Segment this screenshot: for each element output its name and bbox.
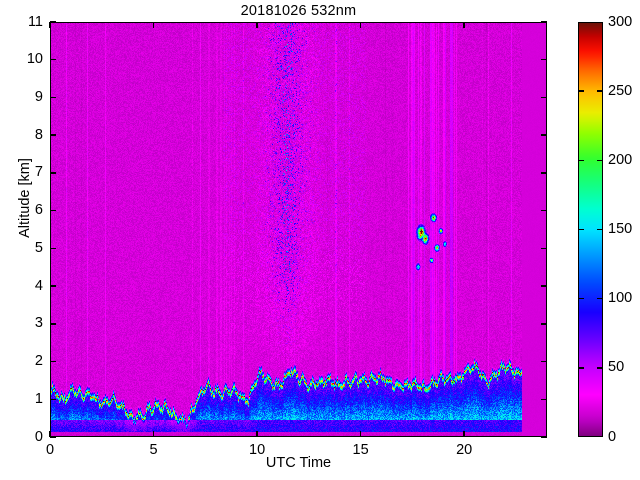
- x-tick-label: 10: [249, 442, 266, 458]
- colorbar-tick-label: 150: [608, 221, 633, 237]
- colorbar-tick-mark: [597, 90, 603, 92]
- x-axis-label: UTC Time: [265, 455, 332, 471]
- y-tick-mark: [50, 285, 56, 287]
- x-tick-mark: [49, 431, 51, 437]
- y-tick-label: 7: [34, 164, 43, 181]
- heatmap-canvas: [51, 23, 546, 436]
- colorbar-tick-label: 100: [608, 290, 633, 307]
- x-tick-label: 0: [45, 442, 55, 458]
- y-tick-mark: [50, 360, 56, 363]
- y-tick-mark: [50, 172, 56, 174]
- y-tick-mark-right: [541, 323, 547, 325]
- y-tick-mark-right: [541, 59, 547, 61]
- y-tick-mark-right: [541, 21, 547, 23]
- y-tick-mark: [50, 209, 56, 212]
- y-tick-label: 0: [34, 428, 43, 445]
- x-tick-label: 5: [149, 442, 158, 458]
- y-tick-label: 10: [26, 51, 43, 68]
- y-tick-mark-right: [541, 134, 547, 136]
- y-tick-mark-right: [541, 209, 547, 212]
- y-tick-mark: [50, 436, 56, 438]
- colorbar-tick-mark: [578, 297, 584, 300]
- y-tick-mark-right: [541, 285, 547, 287]
- x-tick-label: 20: [456, 442, 473, 458]
- colorbar-tick-mark: [597, 367, 603, 369]
- y-tick-label: 1: [34, 390, 43, 407]
- colorbar-tick-label: 250: [608, 82, 633, 99]
- colorbar-tick-mark: [578, 159, 584, 162]
- x-tick-mark-top: [152, 22, 155, 28]
- colorbar-tick-label: 50: [608, 359, 625, 376]
- y-tick-label: 4: [34, 277, 43, 294]
- x-tick-mark: [152, 431, 155, 437]
- y-tick-label: 2: [34, 353, 43, 370]
- y-tick-mark: [50, 21, 56, 23]
- x-tick-mark: [359, 431, 362, 437]
- colorbar-tick-label: 200: [608, 151, 633, 168]
- y-tick-mark-right: [541, 247, 547, 250]
- y-tick-mark-right: [541, 96, 547, 99]
- y-tick-label: 11: [27, 13, 43, 30]
- colorbar-tick-label: 300: [608, 13, 633, 30]
- y-tick-mark: [50, 96, 56, 99]
- x-tick-mark-top: [359, 22, 362, 28]
- colorbar-tick-label: 0: [608, 428, 617, 445]
- colorbar-tick-mark: [578, 367, 584, 369]
- y-tick-mark: [50, 247, 56, 250]
- y-tick-mark: [50, 323, 56, 325]
- colorbar-tick-mark: [597, 228, 603, 231]
- y-tick-label: 6: [34, 202, 43, 219]
- colorbar-gradient: [579, 23, 602, 436]
- colorbar-tick-mark: [578, 90, 584, 92]
- y-tick-mark-right: [541, 172, 547, 174]
- x-tick-mark-top: [256, 22, 258, 28]
- x-tick-mark: [256, 431, 258, 437]
- y-tick-label: 5: [34, 239, 43, 256]
- y-tick-mark-right: [541, 360, 547, 363]
- colorbar-tick-mark: [597, 297, 603, 300]
- colorbar-tick-mark: [578, 228, 584, 231]
- x-tick-label: 15: [352, 442, 369, 458]
- y-tick-mark-right: [541, 436, 547, 438]
- x-tick-mark-top: [49, 22, 51, 28]
- x-tick-mark-top: [463, 22, 465, 28]
- y-tick-label: 8: [34, 126, 43, 143]
- y-tick-mark: [50, 398, 56, 400]
- y-tick-label: 9: [34, 88, 43, 105]
- y-axis-label: Altitude [km]: [17, 158, 33, 238]
- y-tick-mark: [50, 134, 56, 136]
- y-tick-mark: [50, 59, 56, 61]
- x-tick-mark: [463, 431, 465, 437]
- page-title: 20181026 532nm: [240, 3, 357, 19]
- heatmap-plot-area: [50, 22, 547, 437]
- y-tick-mark-right: [541, 398, 547, 400]
- colorbar-tick-mark: [597, 159, 603, 162]
- y-tick-label: 3: [34, 315, 43, 332]
